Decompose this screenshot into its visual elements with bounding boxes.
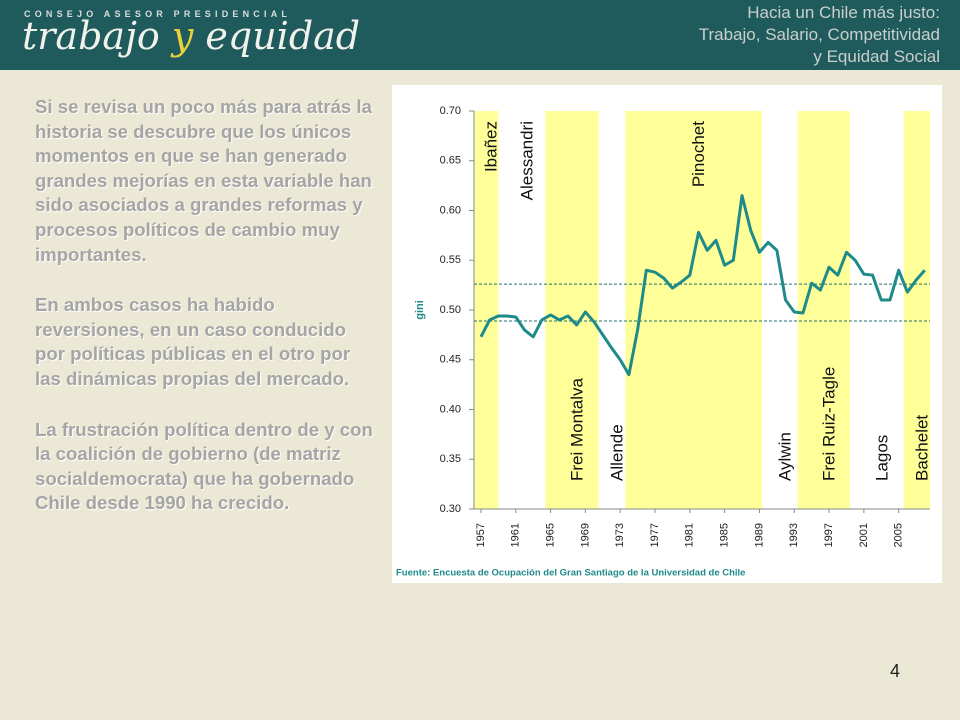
- header: CONSEJO ASESOR PRESIDENCIAL trabajo y eq…: [0, 0, 960, 70]
- period-label: Allende: [607, 424, 626, 481]
- y-tick-label: 0.50: [440, 304, 461, 316]
- x-tick-label: 1961: [510, 523, 522, 547]
- period-label: Ibañez: [482, 121, 501, 172]
- x-tick-label: 1957: [475, 523, 487, 547]
- source: Fuente: Encuesta de Ocupación del Gran S…: [396, 568, 745, 579]
- period-band: [474, 111, 499, 509]
- period-band: [545, 111, 599, 509]
- y-tick-label: 0.40: [440, 403, 461, 415]
- organization: CONSEJO ASESOR PRESIDENCIAL: [24, 9, 292, 19]
- x-tick-label: 1989: [753, 523, 765, 547]
- period-label: Alessandri: [517, 121, 536, 200]
- y-axis-label: gini: [414, 300, 426, 320]
- period-label: Frei Montalva: [567, 377, 586, 481]
- brand: trabajo y equidad: [22, 14, 360, 58]
- gini-line: [479, 194, 926, 377]
- period-label: Frei Ruiz-Tagle: [819, 367, 838, 481]
- body-text: Si se revisa un poco más para atrás la h…: [35, 95, 380, 542]
- period-band: [797, 111, 850, 509]
- x-tick-label: 1973: [614, 523, 626, 547]
- y-tick-label: 0.60: [440, 204, 461, 216]
- x-tick-label: 1985: [719, 523, 731, 547]
- y-tick-label: 0.30: [440, 503, 461, 515]
- x-tick-label: 2001: [858, 523, 870, 547]
- period-label: Bachelet: [912, 415, 931, 481]
- brand-word: y: [171, 14, 194, 58]
- paragraph: En ambos casos ha habido reversiones, en…: [35, 294, 351, 389]
- y-tick-label: 0.35: [440, 453, 461, 465]
- x-tick-label: 1981: [684, 523, 696, 547]
- brand-word: trabajo: [22, 14, 160, 58]
- period-band: [625, 111, 763, 509]
- y-tick-label: 0.45: [440, 354, 461, 366]
- y-tick-label: 0.65: [440, 155, 461, 167]
- paragraph: La frustración política dentro de y con …: [35, 418, 373, 514]
- x-tick-label: 2005: [893, 523, 905, 547]
- period-label: Pinochet: [689, 121, 708, 187]
- period-band: [903, 111, 930, 509]
- period-label: Lagos: [872, 435, 891, 481]
- x-tick-label: 1993: [788, 523, 800, 547]
- x-tick-label: 1965: [544, 523, 556, 547]
- tagline: y Equidad Social: [813, 47, 940, 66]
- tagline: Hacia un Chile más justo:: [747, 3, 940, 22]
- y-tick-label: 0.70: [440, 105, 461, 117]
- period-label: Aylwin: [775, 432, 794, 481]
- x-tick-label: 1969: [579, 523, 591, 547]
- x-tick-label: 1977: [649, 523, 661, 547]
- tagline: Trabajo, Salario, Competitividad: [698, 25, 940, 44]
- paragraph: Si se revisa un poco más para atrás la h…: [35, 96, 372, 265]
- x-tick-label: 1997: [823, 523, 835, 547]
- page-number: 4: [890, 661, 901, 681]
- brand-word: equidad: [205, 14, 361, 58]
- y-tick-label: 0.55: [440, 254, 461, 266]
